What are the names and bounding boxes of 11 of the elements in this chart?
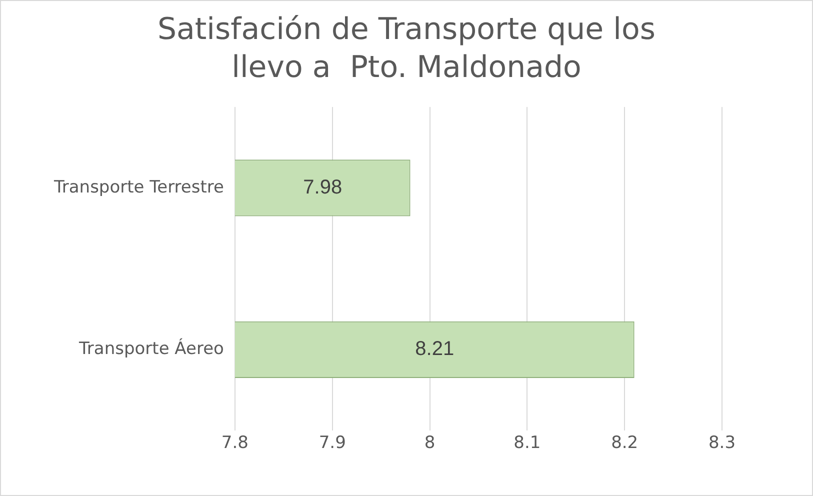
x-tick-label: 7.9: [318, 433, 346, 454]
x-tick-label: 8.3: [708, 433, 736, 454]
x-tick-label: 7.8: [221, 433, 248, 454]
data-label: 8.21: [415, 338, 454, 360]
data-label: 7.98: [303, 176, 342, 198]
chart-title: Satisfación de Transporte que los llevo a Pto. Maldonado: [156, 11, 656, 87]
x-tick-label: 8.1: [514, 433, 541, 454]
x-tick-label: 8: [424, 433, 436, 454]
y-tick-label: Transporte Áereo: [78, 338, 224, 360]
y-tick-label: Transporte Terrestre: [52, 177, 224, 198]
x-tick-label: 8.2: [611, 433, 638, 454]
